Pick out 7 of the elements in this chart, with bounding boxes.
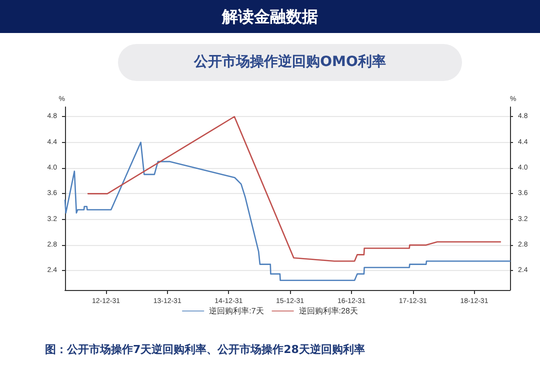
legend-label: 逆回购利率:28天 xyxy=(298,306,358,316)
legend-label: 逆回购利率:7天 xyxy=(209,306,264,316)
chart-title: 解读金融数据 xyxy=(0,0,540,33)
text: 图：公开市场操作7天逆回购利率、公开市场操作28天逆回购利率 xyxy=(45,342,365,357)
line-series xyxy=(64,142,511,282)
line-series xyxy=(87,116,502,262)
chart-subtitle: 公开市场操作逆回购OMO利率 xyxy=(118,44,462,81)
